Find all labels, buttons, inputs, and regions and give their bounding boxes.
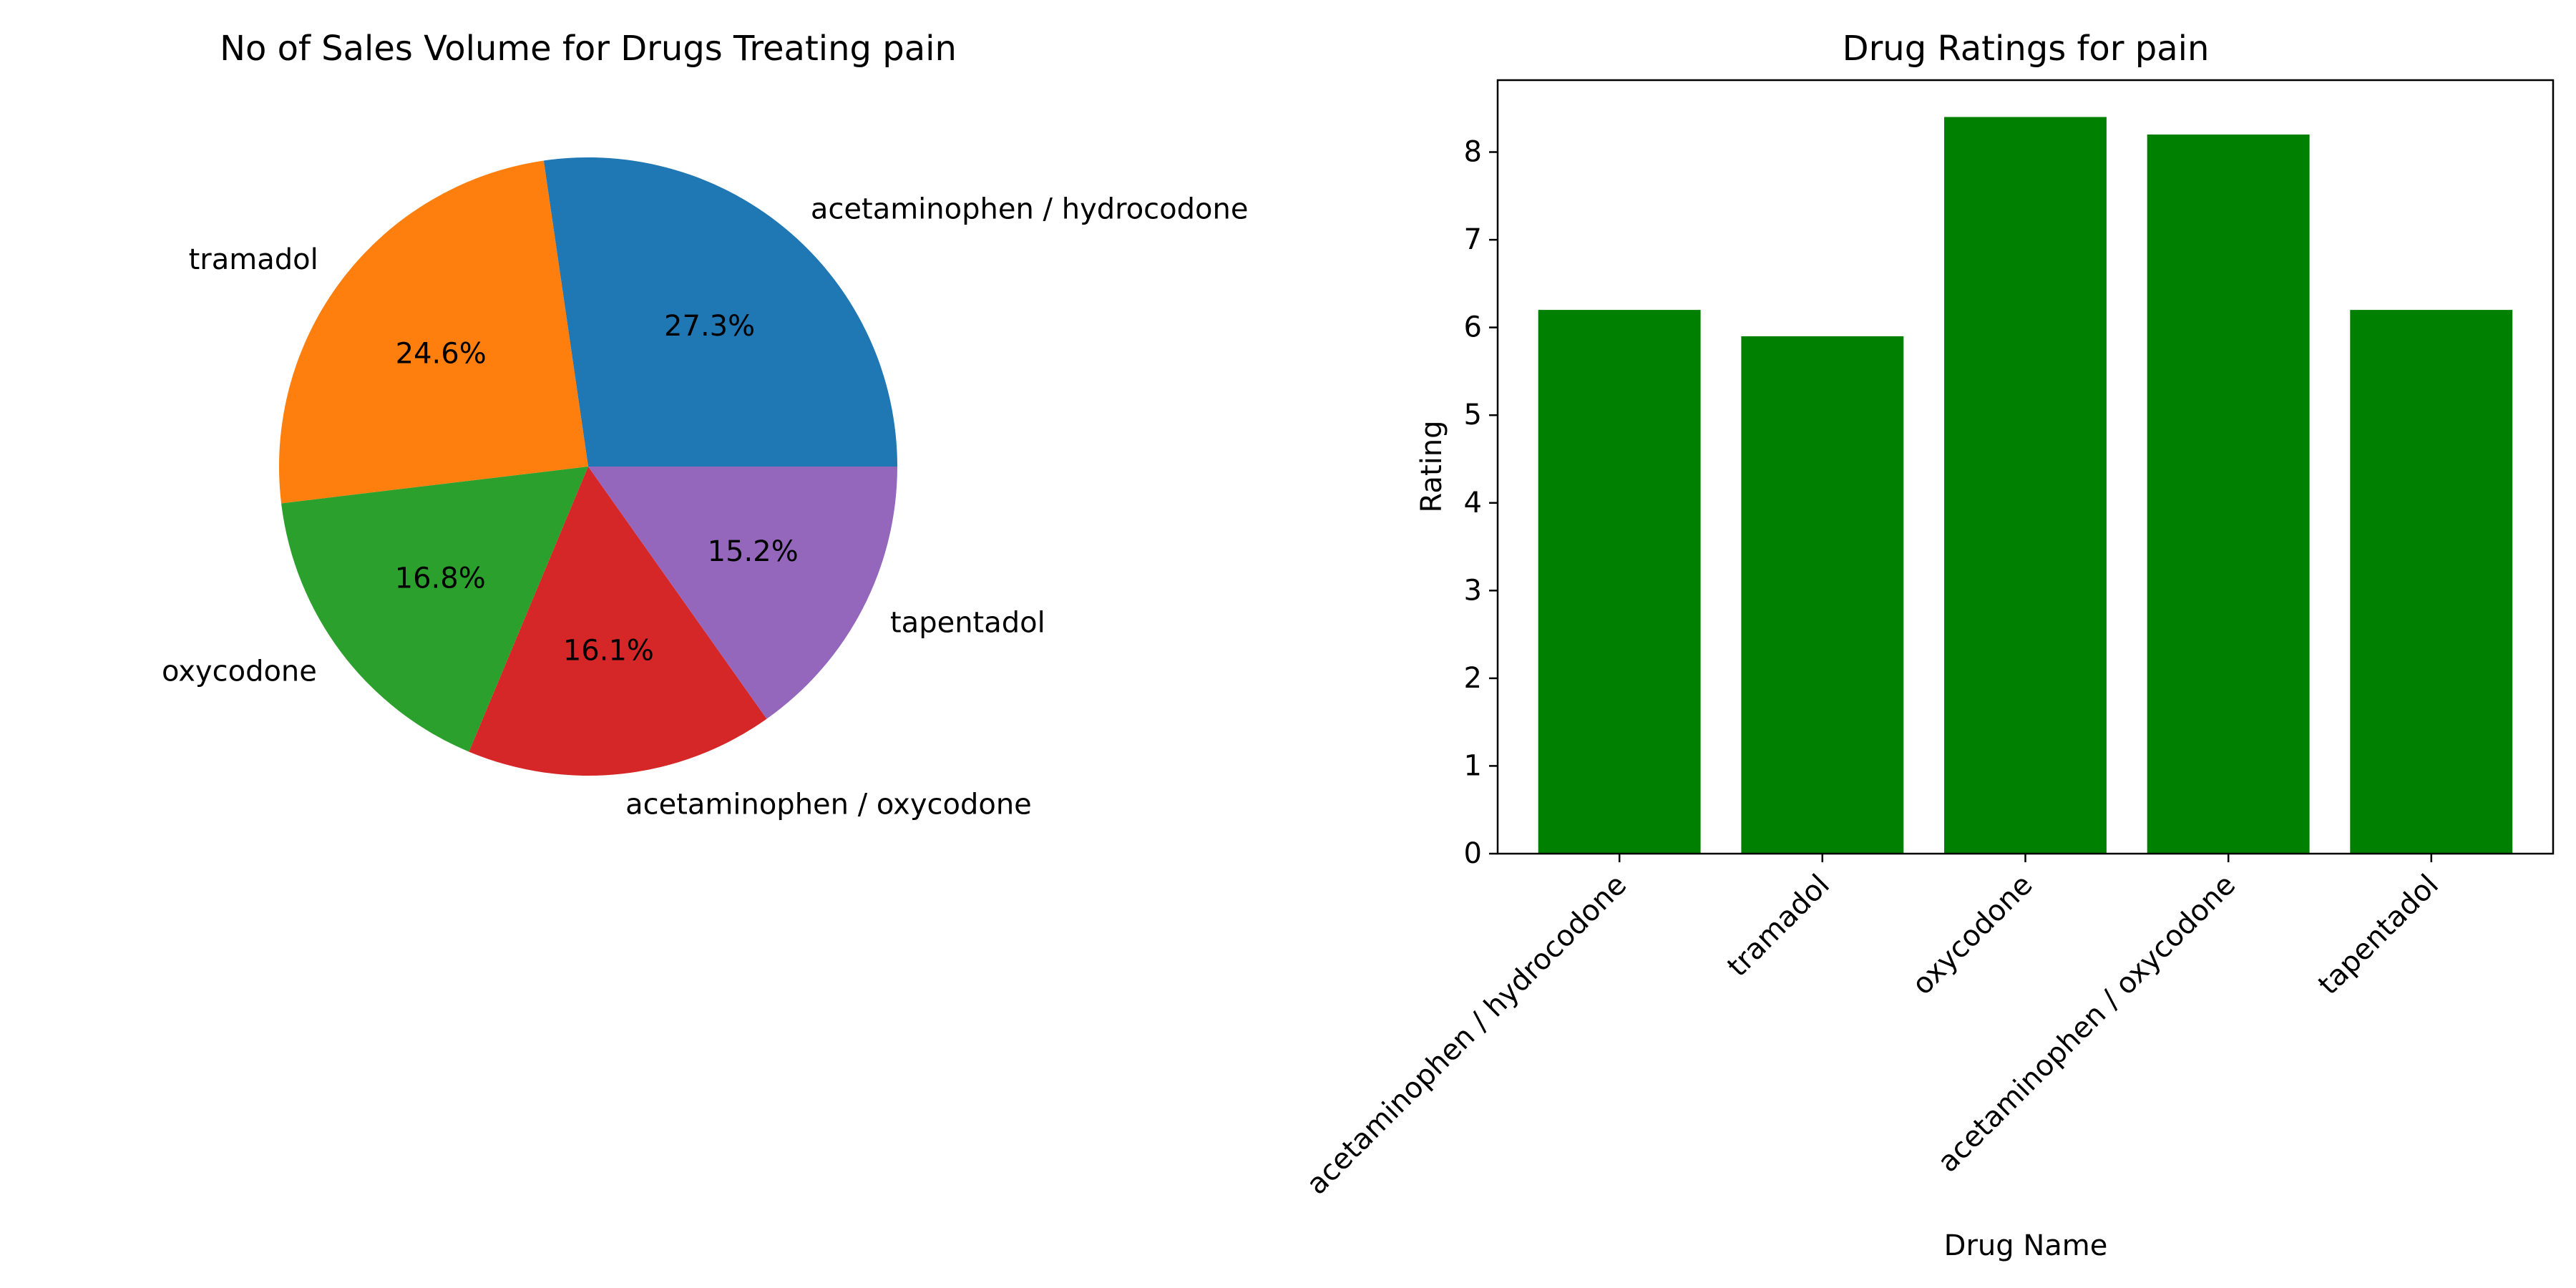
pie-category-label: oxycodone	[162, 655, 317, 688]
pie-category-labels: acetaminophen / hydrocodone tramadol oxyco…	[162, 193, 1248, 821]
y-tick-label: 7	[1464, 223, 1482, 256]
pie-slice-tramadol	[278, 160, 588, 504]
x-axis-ticks: acetaminophen / hydrocodone tramadol oxyco…	[1300, 854, 2445, 1201]
y-tick-label: 0	[1464, 837, 1482, 870]
pie-percent-label: 24.6%	[396, 337, 487, 370]
pie-percent-label: 16.8%	[395, 562, 486, 595]
pie-slice-acetaminophen-hydrocodone	[543, 157, 897, 467]
pie-category-label: acetaminophen / hydrocodone	[811, 193, 1249, 226]
y-tick-label: 2	[1464, 662, 1482, 695]
y-tick-label: 4	[1464, 487, 1482, 519]
y-axis-label: Rating	[1415, 421, 1448, 513]
bar-acetaminophen-hydrocodone	[1538, 310, 1701, 854]
pie-slice-acetaminophen-oxycodone	[469, 467, 767, 776]
x-axis-label: Drug Name	[1944, 1229, 2108, 1262]
pie-category-label: acetaminophen / oxycodone	[625, 788, 1032, 821]
pie-slice-tapentadol	[588, 467, 897, 719]
bar-oxycodone	[1944, 117, 2107, 854]
y-axis-ticks: 0 1 2 3 4 5 6 7 8	[1464, 136, 1498, 870]
bar-tapentadol	[2350, 310, 2513, 854]
bar-tramadol	[1741, 336, 1904, 854]
bar-chart-title: Drug Ratings for pain	[1843, 29, 2210, 69]
bar-series	[1538, 117, 2513, 854]
pie-percent-label: 16.1%	[563, 635, 654, 668]
pie-category-label: tapentadol	[890, 606, 1045, 639]
x-tick-label: acetaminophen / hydrocodone	[1300, 869, 1633, 1201]
x-tick-label: oxycodone	[1906, 869, 2039, 1002]
pie-percent-labels: 27.3% 24.6% 16.8% 16.1% 15.2%	[395, 310, 799, 668]
y-tick-label: 6	[1464, 311, 1482, 344]
pie-percent-label: 15.2%	[708, 535, 799, 568]
y-tick-label: 1	[1464, 749, 1482, 782]
y-tick-label: 3	[1464, 574, 1482, 607]
pie-percent-label: 27.3%	[664, 310, 755, 343]
y-tick-label: 5	[1464, 399, 1482, 431]
pie-slice-oxycodone	[281, 467, 588, 752]
bar-chart: Drug Ratings for pain 0 1 2 3 4 5 6 7 8 acetamin…	[1300, 29, 2555, 1262]
pie-chart-title: No of Sales Volume for Drugs Treating pa…	[220, 29, 957, 69]
x-tick-label: tapentadol	[2312, 869, 2445, 1002]
pie-chart: No of Sales Volume for Drugs Treating pa…	[162, 29, 1248, 821]
x-tick-label: tramadol	[1721, 869, 1836, 984]
pie-slices	[278, 157, 897, 776]
pie-category-label: tramadol	[189, 243, 318, 276]
bar-acetaminophen-oxycodone	[2147, 135, 2310, 854]
y-tick-label: 8	[1464, 136, 1482, 169]
